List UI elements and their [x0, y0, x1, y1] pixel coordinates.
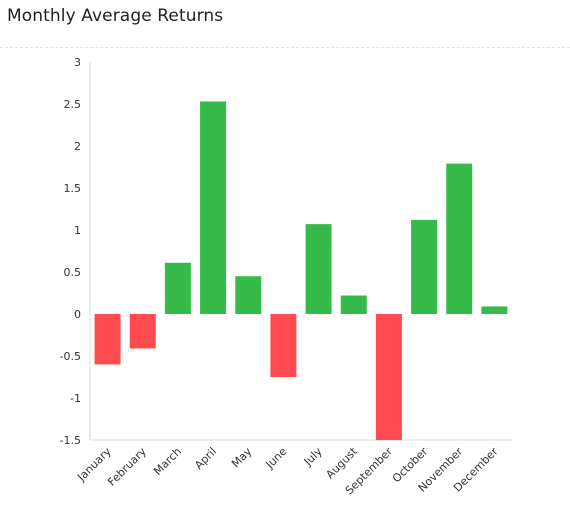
bar-january[interactable]: [94, 314, 121, 365]
bar-april[interactable]: [200, 101, 227, 314]
y-axis-ticks: 3 2.5 2 1.5 1 0.5 0 -0.5 -1 -1.5: [60, 56, 81, 447]
y-tick-label: 2: [74, 140, 81, 153]
x-tick-label: July: [301, 445, 325, 469]
bar-may[interactable]: [235, 276, 262, 314]
y-tick-label: -1: [70, 392, 81, 405]
chart-title: Monthly Average Returns: [7, 6, 224, 26]
bar-october[interactable]: [411, 219, 438, 314]
bar-june[interactable]: [270, 314, 297, 377]
bar-november[interactable]: [446, 163, 473, 314]
bar-february[interactable]: [129, 314, 156, 349]
bar-september[interactable]: [375, 314, 402, 440]
y-tick-label: 3: [74, 56, 81, 69]
bars: [94, 101, 508, 440]
x-tick-label: February: [105, 445, 149, 489]
bar-december[interactable]: [481, 306, 508, 314]
x-tick-label: June: [263, 445, 290, 472]
bar-march[interactable]: [164, 262, 191, 314]
x-tick-label: March: [151, 445, 184, 478]
x-tick-label: May: [229, 445, 255, 471]
y-tick-label: 0.5: [64, 266, 82, 279]
y-tick-label: 2.5: [64, 98, 82, 111]
y-tick-label: 0: [74, 308, 81, 321]
bar-july[interactable]: [305, 224, 332, 314]
y-tick-label: 1.5: [64, 182, 82, 195]
x-tick-label: April: [192, 445, 219, 472]
bar-august[interactable]: [340, 295, 367, 314]
y-tick-label: -0.5: [60, 350, 81, 363]
chart-header: Monthly Average Returns: [0, 0, 570, 48]
y-tick-label: 1: [74, 224, 81, 237]
y-tick-label: -1.5: [60, 434, 81, 447]
